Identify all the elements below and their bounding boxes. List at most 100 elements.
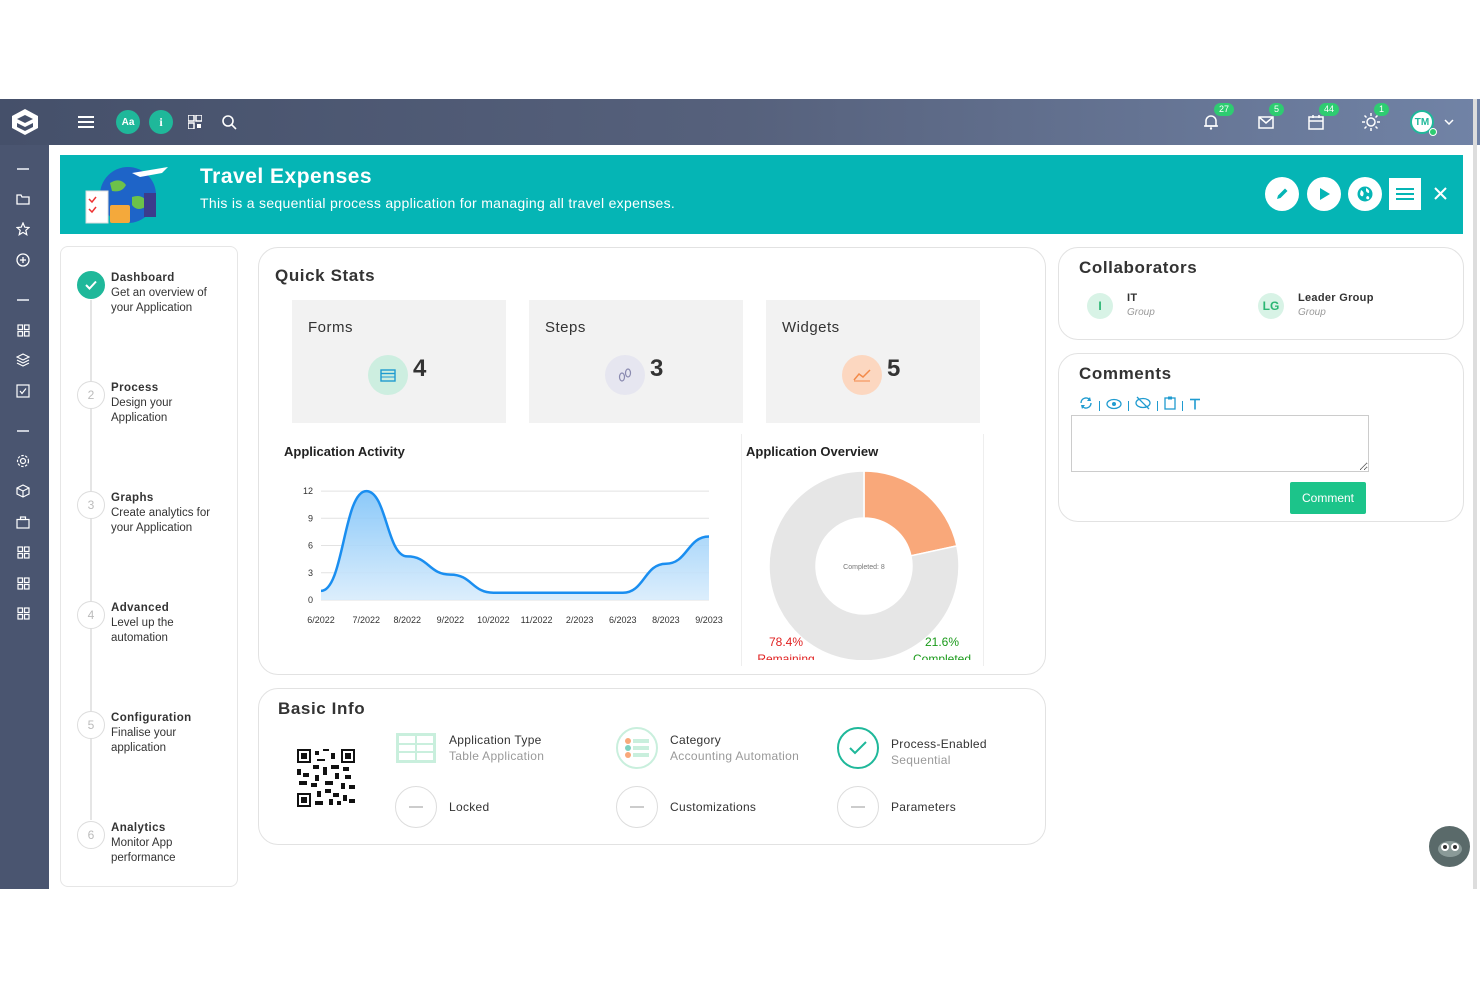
form-table-icon [368,355,408,395]
online-status-dot [1429,128,1437,136]
stat-forms[interactable]: Forms 4 [292,300,506,423]
chatbot-avatar[interactable] [1429,826,1470,867]
eye-icon[interactable] [1106,397,1122,415]
sun-icon[interactable]: 1 [1360,103,1390,136]
pie-percent-label: 21.6% [925,635,959,649]
comments-title: Comments [1079,364,1172,383]
step-number[interactable]: 3 [77,491,105,519]
step-process[interactable]: Process Design your Application [111,382,173,424]
info-button[interactable]: i [149,108,173,136]
x-tick-label: 10/2022 [477,615,510,625]
comments-card: Comments Comment [1058,353,1464,522]
category-list-icon [616,727,658,769]
step-graphs[interactable]: Graphs Create analytics for your Applicat… [111,492,211,534]
app-logo[interactable] [0,99,50,145]
y-tick-label: 3 [308,568,313,578]
grid-icon[interactable] [14,574,32,592]
toolbar-separator [1182,400,1183,411]
info-locked: Locked [395,786,490,828]
user-avatar[interactable]: TM [1409,108,1437,136]
series-area [321,491,709,600]
series-line [320,489,710,594]
grid-icon[interactable] [14,604,32,622]
x-tick-label: 7/2022 [353,615,381,625]
pie-slice-label: Remaining [757,652,814,660]
checkbox-icon[interactable] [14,382,32,400]
basic-info-card: Basic Info [258,688,1046,845]
step-dashboard[interactable]: Dashboard Get an overview of your Applica… [111,272,207,314]
trend-chart-icon [842,355,882,395]
info-category: Category Accounting Automation [616,727,799,769]
info-parameters: Parameters [837,786,956,828]
step-number[interactable]: 5 [77,711,105,739]
step-number[interactable]: 4 [77,601,105,629]
step-analytics[interactable]: Analytics Monitor App performance [111,822,176,864]
text-format-icon[interactable] [1189,397,1201,415]
layers-icon[interactable] [14,351,32,369]
mail-icon[interactable]: 5 [1255,103,1285,136]
close-icon[interactable] [1432,185,1448,201]
x-tick-label: 11/2022 [521,615,553,625]
toolbar-separator [1128,400,1129,411]
y-tick-label: 6 [308,541,313,551]
clipboard-icon[interactable] [1164,396,1176,415]
footsteps-icon [605,355,645,395]
briefcase-icon[interactable] [14,513,32,531]
pie-percent-label: 78.4% [769,635,803,649]
scrollbar[interactable] [1473,99,1477,889]
info-application-type: Application Type Table Application [395,727,544,769]
app-title: Travel Expenses [200,165,373,188]
notification-badge: 27 [1214,103,1235,116]
sidebar-divider [17,168,29,170]
x-tick-label: 6/2023 [609,615,637,625]
chevron-down-icon[interactable] [1443,108,1455,136]
app-header-banner: Travel Expenses This is a sequential pro… [60,155,1463,234]
eye-off-icon[interactable] [1135,396,1151,415]
dash-icon [837,786,879,828]
toolbar-separator [1157,400,1158,411]
application-overview-chart: Completed: 8 78.4% Remaining 21.6% Completed [757,470,971,660]
apps-grid-icon[interactable] [14,321,32,339]
step-complete-check-icon[interactable] [77,271,105,299]
sidebar-divider [17,299,29,301]
sun-badge: 1 [1374,103,1390,116]
x-tick-label: 6/2022 [307,615,335,625]
info-process-enabled: Process-Enabled Sequential [837,727,987,769]
settings-gear-icon[interactable] [14,452,32,470]
step-number[interactable]: 2 [77,381,105,409]
grid-icon[interactable] [14,543,32,561]
folder-icon[interactable] [14,190,32,208]
comment-input[interactable] [1071,415,1369,472]
bell-icon[interactable]: 27 [1200,103,1235,136]
list-menu-button[interactable] [1389,178,1421,210]
calendar-icon[interactable]: 44 [1305,103,1340,136]
refresh-icon[interactable] [1079,396,1093,415]
collaborator-item[interactable]: LG Leader Group Group [1258,291,1374,320]
quick-stats-card: Quick Stats Forms 4 Steps 3 Widgets 5 Ap… [258,247,1046,675]
step-number[interactable]: 6 [77,821,105,849]
table-icon [395,727,437,769]
edit-button[interactable] [1265,177,1299,211]
step-advanced[interactable]: Advanced Level up the automation [111,602,174,644]
steps-connector-line [90,300,92,820]
font-button[interactable]: Aa [116,108,140,136]
globe-button[interactable] [1348,177,1382,211]
hamburger-menu-icon[interactable] [76,108,96,136]
comment-button[interactable]: Comment [1290,482,1366,514]
step-configuration[interactable]: Configuration Finalise your application [111,712,192,754]
avatar: I [1087,292,1113,319]
y-tick-label: 0 [308,595,313,605]
x-tick-label: 2/2023 [566,615,594,625]
cube-icon[interactable] [14,482,32,500]
comment-toolbar [1079,396,1201,415]
setup-steps-panel: Dashboard Get an overview of your Applica… [60,246,238,887]
stat-steps[interactable]: Steps 3 [529,300,743,423]
play-button[interactable] [1307,177,1341,211]
qr-code[interactable] [297,749,355,807]
stat-widgets[interactable]: Widgets 5 [766,300,980,423]
search-icon[interactable] [220,108,238,136]
collaborator-item[interactable]: I IT Group [1087,291,1155,320]
star-icon[interactable] [14,220,32,238]
qr-grid-icon[interactable] [186,108,204,136]
add-circle-icon[interactable] [14,251,32,269]
